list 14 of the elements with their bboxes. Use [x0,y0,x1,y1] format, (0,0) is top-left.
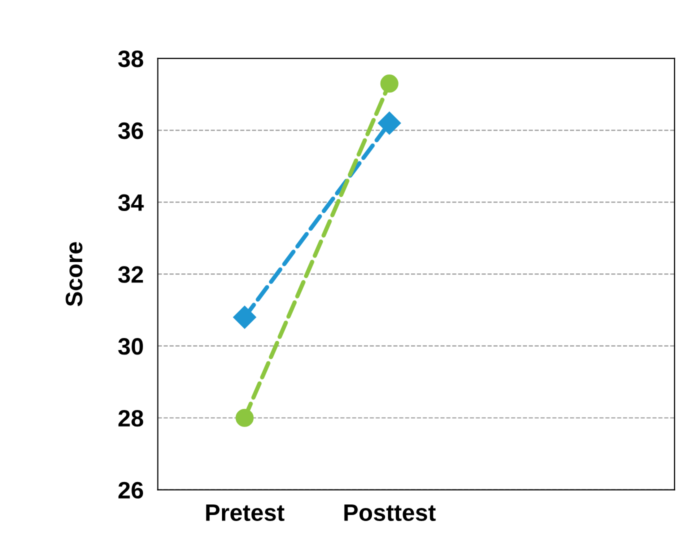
y-tick-label: 38 [118,50,144,68]
point [380,74,398,93]
y-tick-label: 30 [118,338,143,355]
y-tick-label: 34 [118,194,144,212]
y-tick-label: 36 [118,122,144,140]
point [233,306,256,329]
y-tick-label: 28 [118,410,144,427]
point [378,112,401,135]
x-tick-label: Posttest [344,504,436,521]
y-tick-label: 32 [118,266,143,283]
point [236,408,254,427]
y-tick-label: 26 [118,482,144,499]
x-tick-label: Pretest [206,504,284,521]
y-axis-title: Score [66,242,82,306]
